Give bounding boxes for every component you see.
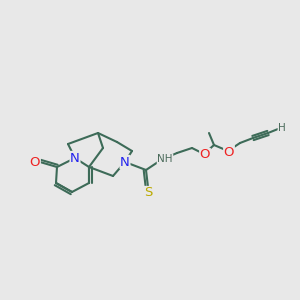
Text: N: N: [70, 152, 80, 164]
Text: N: N: [120, 155, 130, 169]
Text: NH: NH: [157, 154, 173, 164]
Text: H: H: [278, 123, 286, 133]
Text: O: O: [30, 155, 40, 169]
Text: O: O: [224, 146, 234, 158]
Text: S: S: [144, 187, 152, 200]
Text: O: O: [200, 148, 210, 161]
